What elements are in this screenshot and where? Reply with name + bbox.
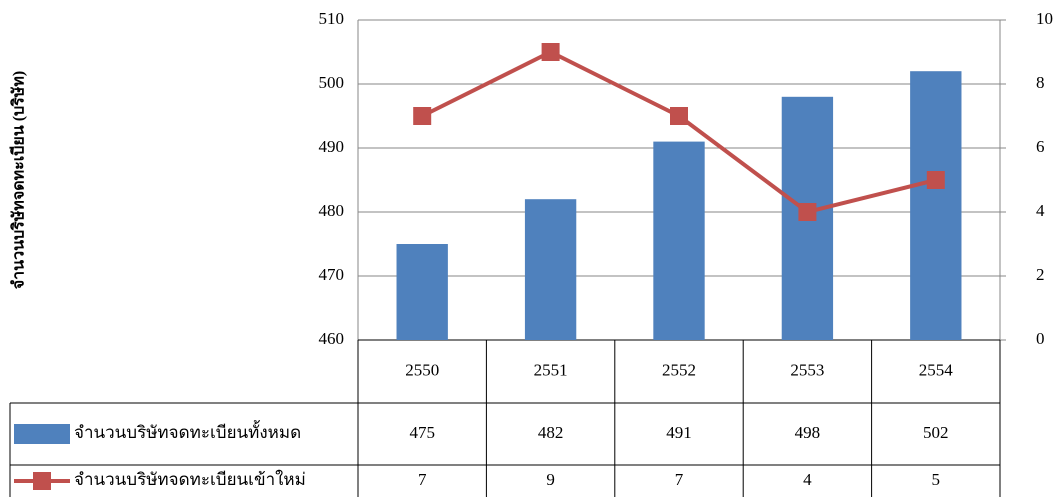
x-tick-label: 2553 (790, 360, 824, 379)
marker (798, 203, 817, 221)
y-tick-label: 510 (319, 9, 345, 28)
y2-tick-label: 6 (1036, 137, 1045, 156)
table-value: 5 (932, 470, 941, 489)
marker (541, 43, 560, 61)
bar (396, 244, 448, 340)
y2-tick-label: 2 (1036, 265, 1045, 284)
y-tick-label: 500 (319, 73, 345, 92)
marker (670, 107, 688, 125)
marker (413, 107, 432, 125)
y-tick-label: 490 (319, 137, 345, 156)
y-tick-label: 460 (319, 329, 345, 348)
table-value: 7 (675, 470, 684, 489)
legend-swatch (33, 472, 51, 490)
bar (910, 71, 962, 340)
table-value: 7 (418, 470, 427, 489)
table-value: 491 (666, 423, 692, 442)
x-tick-label: 2554 (919, 360, 954, 379)
table-value: 9 (546, 470, 555, 489)
y2-tick-label: 8 (1036, 73, 1045, 92)
legend-swatch (14, 424, 70, 444)
y2-tick-label: 4 (1036, 201, 1045, 220)
table-value: 482 (538, 423, 564, 442)
table-value: 475 (409, 423, 435, 442)
x-tick-label: 2552 (662, 360, 696, 379)
legend-label: จำนวนบริษัทจดทะเบียนทั้งหมด (74, 420, 301, 442)
x-tick-label: 2551 (534, 360, 568, 379)
bar (524, 199, 577, 340)
table-value: 498 (795, 423, 821, 442)
y2-tick-label: 0 (1036, 329, 1045, 348)
y-tick-label: 480 (319, 201, 345, 220)
y-tick-label: 470 (319, 265, 345, 284)
marker (926, 171, 945, 189)
y-axis-label: จำนวนบริษัทจดทะเบียน (บริษัท) (9, 71, 28, 289)
x-tick-label: 2550 (405, 360, 439, 379)
table-value: 502 (923, 423, 949, 442)
bar (653, 141, 705, 340)
y2-tick-label: 10 (1036, 9, 1053, 28)
table-value: 4 (803, 470, 812, 489)
legend-label: จำนวนบริษัทจดทะเบียนเข้าใหม่ (74, 469, 306, 489)
